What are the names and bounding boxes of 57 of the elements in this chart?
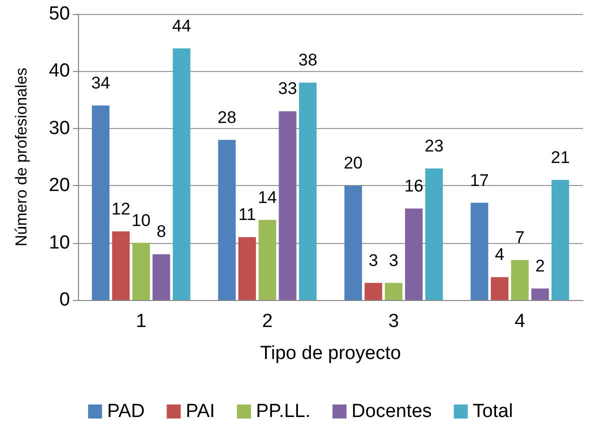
data-label: 23	[424, 136, 444, 156]
bar	[344, 186, 362, 300]
x-tick-label: 4	[514, 311, 526, 332]
bar	[470, 202, 488, 300]
data-label: 17	[470, 170, 489, 190]
bar	[531, 288, 549, 300]
bar	[238, 237, 256, 300]
data-label: 3	[368, 250, 378, 270]
bar	[552, 180, 570, 300]
y-tick-label: 20	[48, 175, 70, 196]
legend-label: Total	[472, 401, 513, 422]
data-label: 38	[298, 50, 318, 70]
legend-label: Docentes	[352, 401, 432, 422]
data-label: 44	[172, 16, 192, 36]
bar	[152, 254, 170, 300]
bar	[112, 231, 130, 300]
legend-label: PAI	[186, 401, 215, 422]
y-tick-label: 50	[48, 4, 70, 24]
bar	[92, 106, 110, 300]
x-tick-label: 1	[136, 311, 146, 332]
bar	[405, 208, 423, 300]
data-label: 3	[388, 250, 398, 270]
bar	[132, 242, 150, 300]
data-label: 12	[111, 199, 130, 218]
y-tick-label: 40	[48, 60, 70, 82]
data-label: 14	[258, 188, 277, 207]
y-tick-label: 10	[48, 232, 70, 254]
y-axis-title: Número de profesionales	[14, 68, 30, 246]
data-label: 34	[91, 74, 110, 93]
data-label: 11	[238, 205, 256, 224]
bar	[299, 82, 317, 300]
legend-label: PAD	[107, 401, 145, 422]
bar	[384, 282, 402, 300]
data-label: 2	[535, 256, 545, 276]
y-tick-label: 30	[48, 118, 70, 139]
data-label: 8	[156, 222, 166, 242]
bar	[490, 277, 508, 300]
bar	[172, 48, 190, 300]
data-label: 21	[550, 148, 570, 167]
data-label: 33	[278, 79, 298, 98]
bar	[425, 168, 443, 300]
data-label: 20	[344, 154, 363, 173]
legend-label: PP.LL.	[256, 401, 311, 422]
bar	[258, 220, 276, 300]
data-label: 4	[494, 245, 504, 264]
x-axis-title: Tipo de proyecto	[260, 343, 401, 364]
x-tick-label: 3	[388, 311, 399, 332]
y-tick-label: 0	[59, 290, 70, 310]
bar	[364, 282, 382, 300]
data-label: 16	[404, 176, 424, 196]
bar	[218, 140, 236, 300]
bar	[511, 260, 529, 300]
x-tick-label: 2	[262, 311, 273, 332]
data-label: 7	[515, 228, 525, 247]
data-label: 28	[217, 108, 236, 127]
data-label: 10	[132, 210, 151, 230]
bar	[278, 111, 296, 300]
